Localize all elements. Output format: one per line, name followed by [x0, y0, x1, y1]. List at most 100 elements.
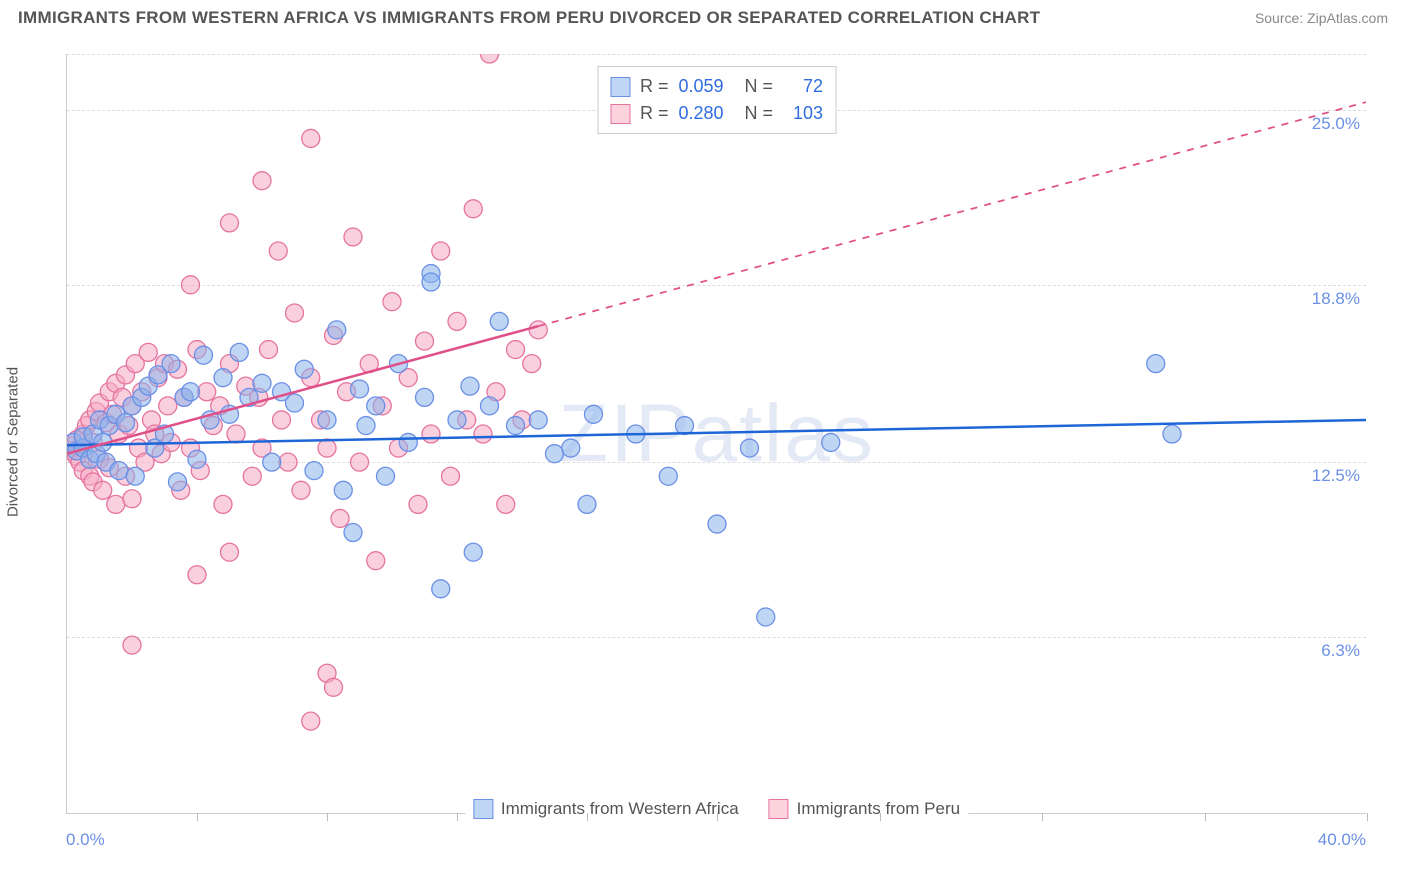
scatter-point — [188, 450, 206, 468]
x-tick — [1367, 813, 1368, 821]
scatter-point — [328, 321, 346, 339]
scatter-point — [195, 346, 213, 364]
scatter-point — [302, 712, 320, 730]
scatter-point — [227, 425, 245, 443]
scatter-point — [260, 341, 278, 359]
scatter-point — [162, 355, 180, 373]
scatter-point — [214, 369, 232, 387]
scatter-point — [507, 341, 525, 359]
scatter-point — [432, 242, 450, 260]
scatter-point — [1163, 425, 1181, 443]
scatter-point — [377, 467, 395, 485]
scatter-point — [409, 495, 427, 513]
scatter-point — [351, 453, 369, 471]
scatter-point — [107, 495, 125, 513]
stat-r-label: R = — [640, 73, 669, 100]
scatter-point — [110, 462, 128, 480]
x-tick — [327, 813, 328, 821]
scatter-point — [481, 54, 499, 63]
stat-r-value-2: 0.280 — [679, 100, 735, 127]
stat-r-label: R = — [640, 100, 669, 127]
scatter-point — [94, 481, 112, 499]
scatter-point — [357, 417, 375, 435]
plot-area: ZIPatlas R = 0.059 N = 72 R = 0.280 N = … — [66, 54, 1366, 814]
scatter-point — [243, 467, 261, 485]
scatter-point — [741, 439, 759, 457]
scatter-point — [198, 383, 216, 401]
scatter-point — [822, 433, 840, 451]
scatter-point — [442, 467, 460, 485]
scatter-point — [448, 411, 466, 429]
scatter-point — [351, 380, 369, 398]
x-tick — [457, 813, 458, 821]
stats-legend-box: R = 0.059 N = 72 R = 0.280 N = 103 — [597, 66, 836, 134]
y-axis-label: Divorced or Separated — [5, 367, 22, 517]
scatter-point — [474, 425, 492, 443]
scatter-point — [334, 481, 352, 499]
x-axis-min-label: 0.0% — [66, 830, 105, 850]
source-attribution: Source: ZipAtlas.com — [1255, 10, 1388, 26]
stat-r-value-1: 0.059 — [679, 73, 735, 100]
stat-n-value-1: 72 — [783, 73, 823, 100]
scatter-point — [221, 543, 239, 561]
scatter-point — [325, 678, 343, 696]
scatter-point — [448, 312, 466, 330]
scatter-point — [383, 293, 401, 311]
scatter-point — [422, 273, 440, 291]
trend-line-dashed — [538, 102, 1366, 326]
scatter-point — [344, 524, 362, 542]
scatter-point — [263, 453, 281, 471]
scatter-point — [367, 397, 385, 415]
x-tick — [1205, 813, 1206, 821]
scatter-point — [507, 417, 525, 435]
scatter-point — [416, 332, 434, 350]
scatter-point — [585, 405, 603, 423]
scatter-point — [1147, 355, 1165, 373]
scatter-point — [399, 433, 417, 451]
scatter-point — [464, 200, 482, 218]
scatter-point — [331, 509, 349, 527]
scatter-point — [302, 129, 320, 147]
scatter-point — [269, 242, 287, 260]
x-tick — [587, 813, 588, 821]
scatter-point — [422, 425, 440, 443]
scatter-point — [318, 411, 336, 429]
scatter-point — [286, 304, 304, 322]
scatter-point — [578, 495, 596, 513]
scatter-svg-layer — [67, 54, 1366, 813]
scatter-point — [117, 414, 135, 432]
scatter-point — [523, 355, 541, 373]
swatch-pink — [610, 104, 630, 124]
stat-n-label: N = — [745, 73, 774, 100]
x-tick — [1042, 813, 1043, 821]
x-axis-max-label: 40.0% — [1318, 830, 1366, 850]
scatter-point — [659, 467, 677, 485]
scatter-point — [416, 388, 434, 406]
scatter-point — [708, 515, 726, 533]
scatter-point — [344, 228, 362, 246]
stats-row-series-2: R = 0.280 N = 103 — [610, 100, 823, 127]
scatter-point — [230, 343, 248, 361]
stat-n-label: N = — [745, 100, 774, 127]
scatter-point — [432, 580, 450, 598]
scatter-point — [182, 276, 200, 294]
scatter-point — [367, 552, 385, 570]
scatter-point — [159, 397, 177, 415]
scatter-point — [253, 172, 271, 190]
scatter-point — [497, 495, 515, 513]
scatter-point — [221, 214, 239, 232]
stat-n-value-2: 103 — [783, 100, 823, 127]
scatter-point — [286, 394, 304, 412]
scatter-point — [214, 495, 232, 513]
scatter-point — [123, 490, 141, 508]
scatter-point — [295, 360, 313, 378]
correlation-scatter-chart: Divorced or Separated ZIPatlas R = 0.059… — [18, 42, 1388, 842]
chart-title: IMMIGRANTS FROM WESTERN AFRICA VS IMMIGR… — [18, 8, 1040, 28]
scatter-point — [126, 467, 144, 485]
x-tick — [880, 813, 881, 821]
scatter-point — [562, 439, 580, 457]
scatter-point — [292, 481, 310, 499]
scatter-point — [169, 473, 187, 491]
scatter-point — [318, 439, 336, 457]
scatter-point — [253, 374, 271, 392]
